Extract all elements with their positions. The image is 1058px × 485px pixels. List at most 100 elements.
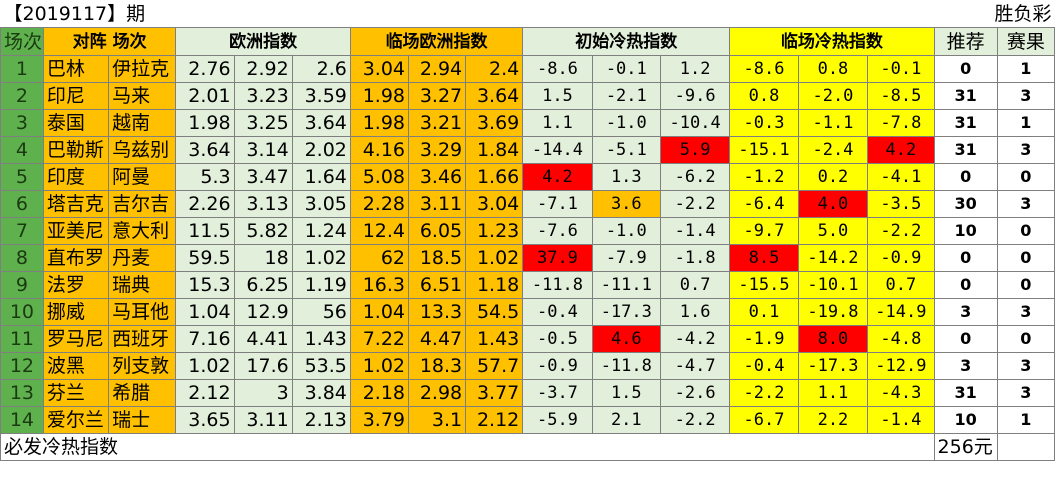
euro-odds: 3.23 bbox=[233, 82, 293, 110]
table-row: 5 印度 阿曼 5.3 3.47 1.64 5.08 3.46 1.66 4.2 1.3 -6.2 -1… bbox=[0, 163, 1056, 191]
table-row: 1 巴林 伊拉克 2.76 2.92 2.6 3.04 2.94 2.4 -8.6 -0.1 1.2-… bbox=[0, 55, 1056, 83]
live-heat-index: -2.2 bbox=[867, 217, 935, 245]
live-heat-index: -1.9 bbox=[729, 325, 799, 353]
live-heat-index: 1.1 bbox=[797, 379, 869, 407]
euro-odds: 59.5 bbox=[175, 244, 235, 272]
table-row: 8 直布罗 丹麦 59.5 18 1.02 62 18.5 1.02 37.9 -7.9 -1.8 8.… bbox=[0, 244, 1056, 272]
live-heat-index: -1.4 bbox=[867, 406, 935, 434]
result-value: 3 bbox=[996, 136, 1056, 164]
result-value: 1 bbox=[996, 109, 1056, 137]
euro-odds: 3.47 bbox=[233, 163, 293, 191]
match-number: 1 bbox=[0, 55, 44, 83]
away-team: 希腊 bbox=[108, 379, 177, 407]
initial-heat-index: -5.9 bbox=[522, 406, 593, 434]
home-team: 直布罗 bbox=[42, 244, 110, 272]
live-heat-index: -7.8 bbox=[867, 109, 935, 137]
live-heat-index: -0.9 bbox=[867, 244, 935, 272]
away-team: 列支敦 bbox=[108, 352, 177, 380]
header-match: 对阵 场次 bbox=[42, 27, 177, 56]
euro-odds: 2.12 bbox=[175, 379, 235, 407]
live-heat-index: -6.7 bbox=[729, 406, 799, 434]
initial-heat-index: 2.1 bbox=[591, 406, 661, 434]
home-team: 罗马尼 bbox=[42, 325, 110, 353]
home-team: 法罗 bbox=[42, 271, 110, 299]
recommend-value: 31 bbox=[933, 379, 998, 407]
live-heat-index: 4.2 bbox=[867, 136, 935, 164]
recommend-value: 31 bbox=[933, 82, 998, 110]
away-team: 越南 bbox=[108, 109, 177, 137]
live-euro-odds: 18.5 bbox=[408, 244, 467, 272]
recommend-value: 0 bbox=[933, 163, 998, 191]
live-euro-odds: 1.66 bbox=[465, 163, 524, 191]
live-euro-odds: 6.05 bbox=[408, 217, 467, 245]
away-team: 马耳他 bbox=[108, 298, 177, 326]
result-value: 3 bbox=[996, 298, 1056, 326]
home-team: 印度 bbox=[42, 163, 110, 191]
recommend-value: 30 bbox=[933, 190, 998, 218]
initial-heat-index: -1.8 bbox=[659, 244, 731, 272]
euro-odds: 1.24 bbox=[291, 217, 351, 245]
initial-heat-index: -1.0 bbox=[591, 109, 661, 137]
initial-heat-index: 1.2 bbox=[659, 55, 731, 83]
match-number: 2 bbox=[0, 82, 44, 110]
live-heat-index: -3.5 bbox=[867, 190, 935, 218]
home-team: 泰国 bbox=[42, 109, 110, 137]
initial-heat-index: -4.2 bbox=[659, 325, 731, 353]
result-value: 0 bbox=[996, 271, 1056, 299]
match-number: 5 bbox=[0, 163, 44, 191]
recommend-value: 0 bbox=[933, 325, 998, 353]
initial-heat-index: 1.6 bbox=[659, 298, 731, 326]
recommend-value: 31 bbox=[933, 109, 998, 137]
euro-odds: 1.43 bbox=[291, 325, 351, 353]
live-euro-odds: 1.84 bbox=[465, 136, 524, 164]
live-euro-odds: 2.18 bbox=[349, 379, 410, 407]
live-euro-odds: 57.7 bbox=[465, 352, 524, 380]
live-heat-index: 0.1 bbox=[729, 298, 799, 326]
live-heat-index: -12.9 bbox=[867, 352, 935, 380]
initial-heat-index: 0.7 bbox=[659, 271, 731, 299]
live-euro-odds: 1.04 bbox=[349, 298, 410, 326]
home-team: 巴勒斯 bbox=[42, 136, 110, 164]
table-row: 12 波黑 列支敦 1.02 17.6 53.5 1.02 18.3 57.7 -0.9 -11.8… bbox=[0, 352, 1056, 380]
euro-odds: 2.01 bbox=[175, 82, 235, 110]
euro-odds: 3.59 bbox=[291, 82, 351, 110]
game-type-label: 胜负彩 bbox=[994, 2, 1052, 25]
euro-odds: 2.13 bbox=[291, 406, 351, 434]
away-team: 西班牙 bbox=[108, 325, 177, 353]
live-heat-index: 0.2 bbox=[797, 163, 869, 191]
live-euro-odds: 3.27 bbox=[408, 82, 467, 110]
live-euro-odds: 3.04 bbox=[349, 55, 410, 83]
recommend-value: 0 bbox=[933, 244, 998, 272]
table-row: 4 巴勒斯 乌兹别 3.64 3.14 2.02 4.16 3.29 1.84 -14.4 -5.1… bbox=[0, 136, 1056, 164]
euro-odds: 3.25 bbox=[233, 109, 293, 137]
home-team: 波黑 bbox=[42, 352, 110, 380]
live-euro-odds: 3.1 bbox=[408, 406, 467, 434]
initial-heat-index: 4.6 bbox=[591, 325, 661, 353]
live-heat-index: -0.4 bbox=[729, 352, 799, 380]
match-number: 7 bbox=[0, 217, 44, 245]
live-heat-index: -8.5 bbox=[867, 82, 935, 110]
live-heat-index: 8.0 bbox=[797, 325, 869, 353]
initial-heat-index: -4.7 bbox=[659, 352, 731, 380]
initial-heat-index: -11.8 bbox=[522, 271, 593, 299]
live-euro-odds: 3.21 bbox=[408, 109, 467, 137]
initial-heat-index: 4.2 bbox=[522, 163, 593, 191]
initial-heat-index: -0.9 bbox=[522, 352, 593, 380]
euro-odds: 15.3 bbox=[175, 271, 235, 299]
euro-odds: 3.65 bbox=[175, 406, 235, 434]
live-euro-odds: 62 bbox=[349, 244, 410, 272]
away-team: 吉尔吉 bbox=[108, 190, 177, 218]
euro-odds: 3 bbox=[233, 379, 293, 407]
result-value: 0 bbox=[996, 163, 1056, 191]
initial-heat-index: -2.6 bbox=[659, 379, 731, 407]
initial-heat-index: -17.3 bbox=[591, 298, 661, 326]
initial-heat-index: 37.9 bbox=[522, 244, 593, 272]
live-heat-index: 0.7 bbox=[867, 271, 935, 299]
live-euro-odds: 1.02 bbox=[349, 352, 410, 380]
footer-row: 必发冷热指数 256元 bbox=[0, 433, 1056, 461]
initial-heat-index: -2.2 bbox=[659, 190, 731, 218]
euro-odds: 4.41 bbox=[233, 325, 293, 353]
live-heat-index: -2.2 bbox=[729, 379, 799, 407]
live-euro-odds: 2.12 bbox=[465, 406, 524, 434]
live-heat-index: -10.1 bbox=[797, 271, 869, 299]
